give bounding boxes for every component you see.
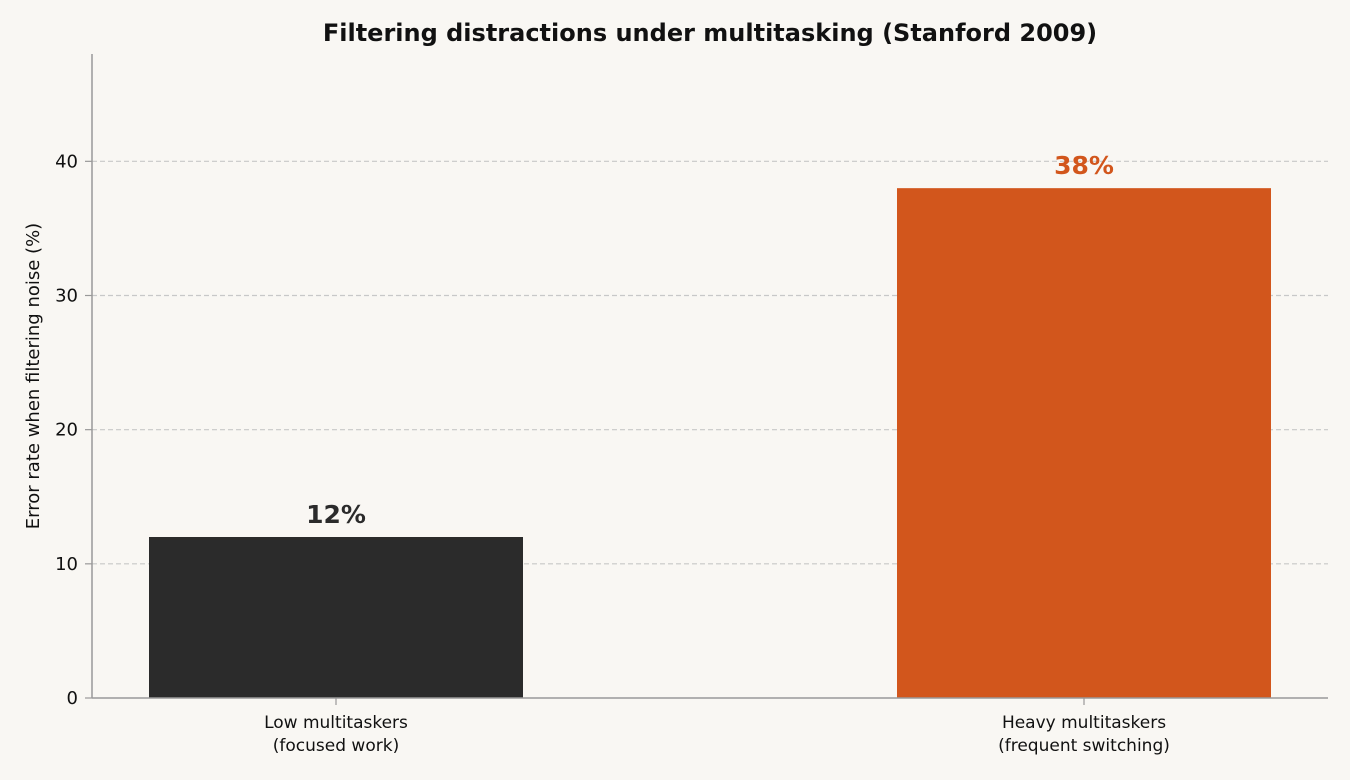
grid-layer [92, 160, 1328, 565]
x-tick-label-1-line1: Heavy multitaskers [1002, 713, 1166, 733]
bar-0 [149, 537, 523, 698]
bar-value-label-1: 38% [1054, 151, 1114, 180]
bar-1 [897, 188, 1271, 698]
chart-title: Filtering distractions under multitaskin… [323, 19, 1097, 47]
y-axis-label: Error rate when filtering noise (%) [23, 223, 44, 529]
y-tick-label-40: 40 [55, 151, 78, 172]
x-tick-label-1-line2: (frequent switching) [998, 736, 1170, 756]
y-tick-label-20: 20 [55, 420, 78, 441]
y-tick-label-0: 0 [67, 688, 78, 709]
bar-value-label-0: 12% [306, 500, 366, 529]
x-tick-label-0-line2: (focused work) [273, 736, 399, 756]
bar-layer [149, 188, 1271, 698]
axis-layer: 0 10 20 30 40 Low multitaskers (focused work) H… [55, 54, 1328, 756]
y-tick-label-30: 30 [55, 286, 78, 307]
y-tick-label-10: 10 [55, 554, 78, 575]
label-layer: 12% 38% [306, 151, 1114, 529]
x-tick-label-0-line1: Low multitaskers [264, 713, 408, 733]
